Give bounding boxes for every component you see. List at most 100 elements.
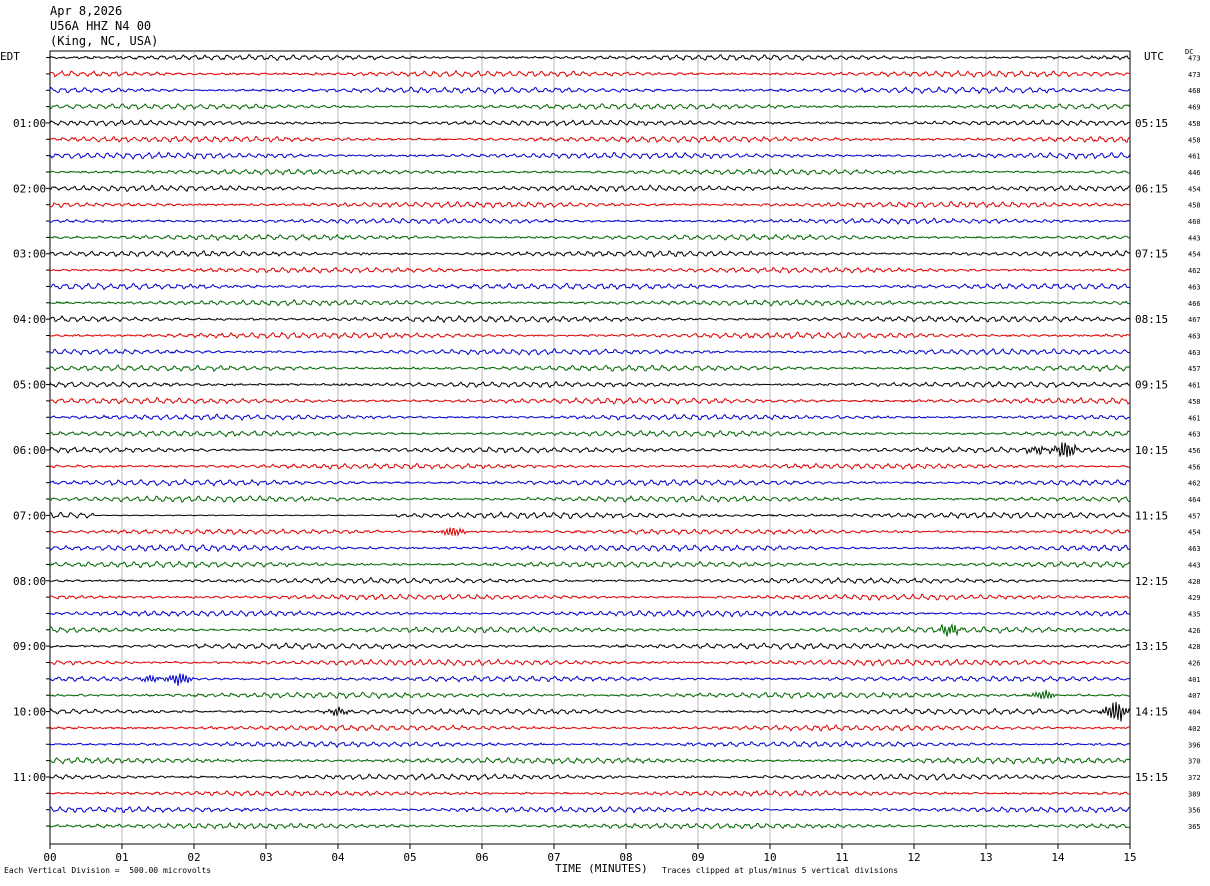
trace-35 (49, 623, 1131, 637)
dc-offset-label-8: 454 (1188, 185, 1201, 193)
x-tick-label-13: 13 (979, 851, 992, 864)
right-hour-label-2: 07:15 (1135, 248, 1168, 261)
dc-offset-label-25: 456 (1188, 463, 1201, 471)
dc-offset-label-28: 457 (1188, 512, 1201, 520)
right-timezone-label: UTC (1144, 50, 1164, 63)
trace-6 (49, 151, 1131, 161)
left-hour-label-0: 01:00 (13, 117, 46, 130)
left-hour-label-10: 11:00 (13, 771, 46, 784)
x-tick-label-08: 08 (619, 851, 632, 864)
dc-offset-label-20: 461 (1188, 382, 1201, 390)
dc-offset-label-22: 461 (1188, 414, 1201, 422)
trace-14 (50, 282, 1131, 291)
dc-offset-label-44: 372 (1188, 774, 1201, 782)
trace-16 (49, 314, 1131, 324)
dc-offset-label-43: 370 (1188, 758, 1201, 766)
x-tick-label-03: 03 (259, 851, 272, 864)
trace-46 (49, 805, 1131, 814)
trace-13 (49, 266, 1131, 274)
trace-0 (49, 53, 1131, 61)
header-station: U56A HHZ N4 00 (50, 19, 152, 33)
dc-offset-label-4: 458 (1188, 120, 1201, 128)
trace-40 (49, 701, 1131, 722)
trace-47 (49, 822, 1131, 830)
dc-offset-label-18: 463 (1188, 349, 1201, 357)
trace-44 (49, 773, 1131, 781)
dc-offset-label-14: 463 (1188, 283, 1201, 291)
trace-45 (49, 789, 1131, 798)
trace-24 (49, 442, 1130, 458)
trace-20 (49, 380, 1130, 389)
x-tick-label-12: 12 (907, 851, 920, 864)
trace-11 (49, 233, 1131, 242)
left-timezone-label: EDT (0, 50, 20, 63)
dc-column-label: DC (1185, 48, 1194, 56)
dc-offset-label-24: 456 (1188, 447, 1201, 455)
trace-29 (50, 527, 1131, 537)
x-tick-label-06: 06 (475, 851, 488, 864)
dc-offset-label-29: 454 (1188, 529, 1201, 537)
dc-offset-label-0: 473 (1188, 55, 1201, 63)
trace-10 (49, 217, 1131, 225)
trace-36 (49, 642, 1131, 650)
header-location: (King, NC, USA) (50, 34, 159, 48)
dc-offset-label-37: 426 (1188, 660, 1201, 668)
left-hour-label-1: 02:00 (13, 182, 46, 195)
trace-34 (49, 609, 1131, 618)
dc-offset-label-27: 464 (1188, 496, 1201, 504)
dc-offset-label-16: 467 (1188, 316, 1201, 324)
trace-3 (49, 103, 1131, 111)
x-tick-label-00: 00 (43, 851, 56, 864)
dc-offset-label-47: 365 (1188, 823, 1201, 831)
dc-offset-label-21: 458 (1188, 398, 1201, 406)
trace-7 (49, 168, 1131, 176)
dc-offset-label-1: 473 (1188, 71, 1201, 79)
dc-offset-label-13: 462 (1188, 267, 1201, 275)
dc-offset-label-39: 407 (1188, 692, 1201, 700)
left-hour-label-7: 08:00 (13, 575, 46, 588)
right-hour-label-8: 13:15 (1135, 640, 1168, 653)
left-hour-label-5: 06:00 (13, 444, 46, 457)
x-tick-label-11: 11 (835, 851, 848, 864)
x-tick-label-04: 04 (331, 851, 345, 864)
dc-offset-label-42: 396 (1188, 741, 1201, 749)
right-hour-label-3: 08:15 (1135, 313, 1168, 326)
dc-offset-label-3: 469 (1188, 104, 1201, 112)
trace-5 (49, 135, 1131, 144)
scale-note: Each Vertical Division = 500.00 microvol… (4, 866, 212, 875)
plot-header: Apr 8,2026 U56A HHZ N4 00 (King, NC, USA… (50, 4, 158, 49)
x-tick-label-09: 09 (691, 851, 704, 864)
trace-23 (49, 430, 1131, 438)
dc-offset-label-36: 428 (1188, 643, 1201, 651)
dc-offset-label-23: 463 (1188, 431, 1201, 439)
right-hour-label-5: 10:15 (1135, 444, 1168, 457)
right-hour-label-4: 09:15 (1135, 379, 1168, 392)
left-hour-label-9: 10:00 (13, 706, 46, 719)
trace-41 (49, 724, 1131, 732)
dc-offset-label-7: 446 (1188, 169, 1201, 177)
dc-offset-label-10: 460 (1188, 218, 1201, 226)
trace-33 (49, 593, 1131, 602)
right-hour-label-9: 14:15 (1135, 706, 1168, 719)
plot-frame (49, 50, 1131, 845)
x-tick-label-01: 01 (115, 851, 128, 864)
trace-25 (49, 462, 1131, 471)
dc-offset-label-2: 468 (1188, 87, 1201, 95)
trace-26 (49, 478, 1131, 487)
dc-offset-label-17: 463 (1188, 332, 1201, 340)
dc-offset-label-26: 462 (1188, 480, 1201, 488)
dc-offset-label-11: 443 (1188, 234, 1201, 242)
x-tick-label-10: 10 (763, 851, 776, 864)
x-axis-label: TIME (MINUTES) (555, 862, 648, 875)
dc-offset-label-30: 463 (1188, 545, 1201, 553)
trace-39 (49, 689, 1131, 700)
trace-17 (49, 331, 1131, 340)
trace-38 (49, 673, 1131, 686)
dc-offset-label-31: 443 (1188, 561, 1201, 569)
x-tick-label-07: 07 (547, 851, 560, 864)
x-tick-label-15: 15 (1123, 851, 1136, 864)
right-hour-label-7: 12:15 (1135, 575, 1168, 588)
trace-28 (49, 511, 1131, 520)
dc-offset-label-46: 356 (1188, 807, 1201, 815)
